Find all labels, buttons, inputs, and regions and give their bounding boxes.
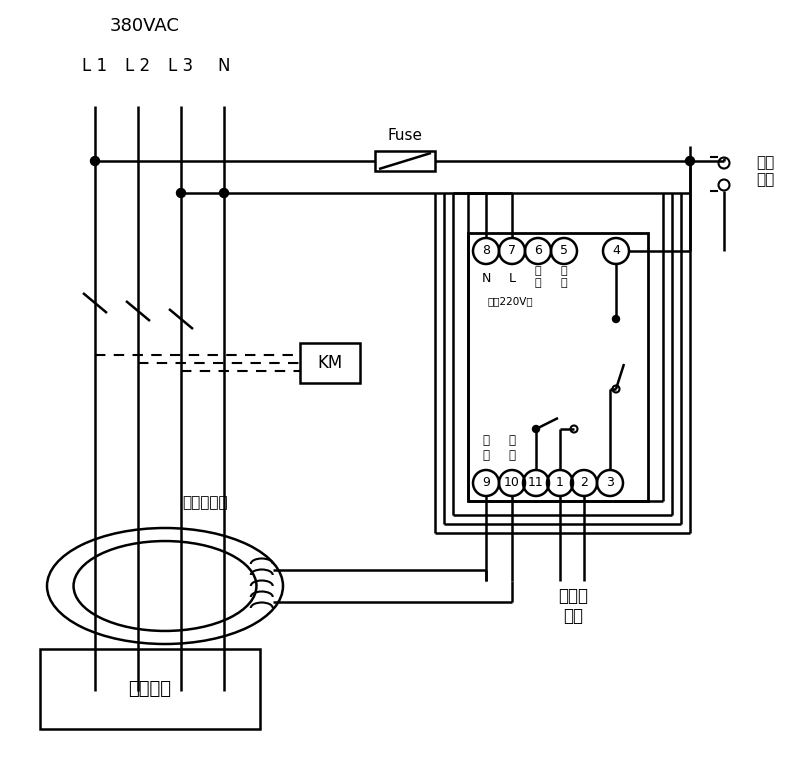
Text: 3: 3 — [606, 476, 614, 490]
Bar — [468, 233, 648, 501]
Text: 4: 4 — [612, 244, 620, 258]
Text: 信
号: 信 号 — [482, 434, 490, 462]
Text: 7: 7 — [508, 244, 516, 258]
Text: 信
号: 信 号 — [509, 434, 515, 462]
Text: 9: 9 — [482, 476, 490, 490]
Text: KM: KM — [318, 354, 342, 372]
Text: 6: 6 — [534, 244, 542, 258]
Text: L: L — [509, 273, 515, 286]
Text: 11: 11 — [528, 476, 544, 490]
Text: 电源220V～: 电源220V～ — [488, 296, 534, 306]
Text: L 1: L 1 — [82, 57, 107, 75]
Bar — [300, 343, 360, 383]
Text: 试
验: 试 验 — [534, 266, 542, 288]
Bar — [40, 649, 260, 729]
Text: N: N — [218, 57, 230, 75]
Text: 零序互感器: 零序互感器 — [182, 495, 228, 511]
Text: 8: 8 — [482, 244, 490, 258]
Text: L 2: L 2 — [126, 57, 150, 75]
Circle shape — [177, 188, 186, 198]
Text: L 3: L 3 — [169, 57, 194, 75]
Text: 1: 1 — [556, 476, 564, 490]
Text: 接声光
报警: 接声光 报警 — [558, 587, 588, 626]
Circle shape — [219, 188, 229, 198]
Text: 试
验: 试 验 — [561, 266, 567, 288]
Text: Fuse: Fuse — [387, 127, 422, 142]
Circle shape — [90, 156, 99, 166]
Text: N: N — [482, 273, 490, 286]
Circle shape — [686, 156, 694, 166]
Text: 5: 5 — [560, 244, 568, 258]
Circle shape — [533, 426, 539, 433]
Bar — [375, 151, 435, 171]
Text: 380VAC: 380VAC — [110, 17, 180, 35]
Text: 10: 10 — [504, 476, 520, 490]
Circle shape — [613, 316, 619, 323]
Text: 2: 2 — [580, 476, 588, 490]
Text: 自锁
开关: 自锁 开关 — [756, 155, 774, 187]
Text: 用户设备: 用户设备 — [129, 680, 171, 698]
